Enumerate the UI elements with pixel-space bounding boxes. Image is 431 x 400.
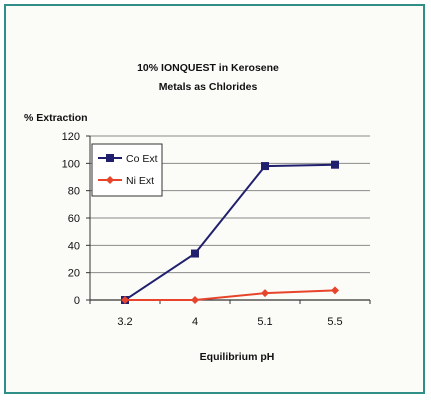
series-line-co: [124, 163, 336, 301]
legend-box: [91, 143, 163, 197]
chart-frame: [4, 4, 425, 394]
chart-title: 10% IONQUEST in Kerosene: [137, 62, 279, 74]
data-point-co: [261, 162, 269, 171]
legend-marker: [106, 176, 114, 184]
y-axis-label: % Extraction: [24, 112, 88, 124]
x-axis-label: Equilibrium pH: [200, 351, 275, 363]
data-point-ni: [331, 286, 339, 295]
y-tick-label: 120: [62, 131, 80, 143]
legend-label: Co Ext: [126, 153, 158, 165]
x-tick-label: 4: [192, 316, 198, 328]
y-tick-label: 60: [68, 213, 80, 225]
y-tick-label: 100: [62, 158, 80, 170]
data-point-ni: [261, 289, 269, 298]
data-point-ni: [121, 296, 129, 304]
series-line-ni: [125, 289, 336, 301]
x-tick-label: 5.1: [257, 316, 272, 328]
x-tick-label: 5.5: [327, 316, 342, 328]
y-tick-label: 40: [68, 240, 80, 252]
legend-label: Ni Ext: [126, 175, 154, 187]
y-tick-label: 20: [68, 268, 80, 280]
data-point-co: [191, 249, 199, 258]
legend-marker: [106, 154, 114, 162]
data-point-ni: [191, 296, 199, 304]
y-tick-label: 0: [74, 295, 80, 307]
y-tick-label: 80: [68, 186, 80, 198]
data-point-co: [331, 160, 339, 169]
x-tick-label: 3.2: [117, 316, 132, 328]
chart-subtitle: Metals as Chlorides: [159, 81, 258, 93]
